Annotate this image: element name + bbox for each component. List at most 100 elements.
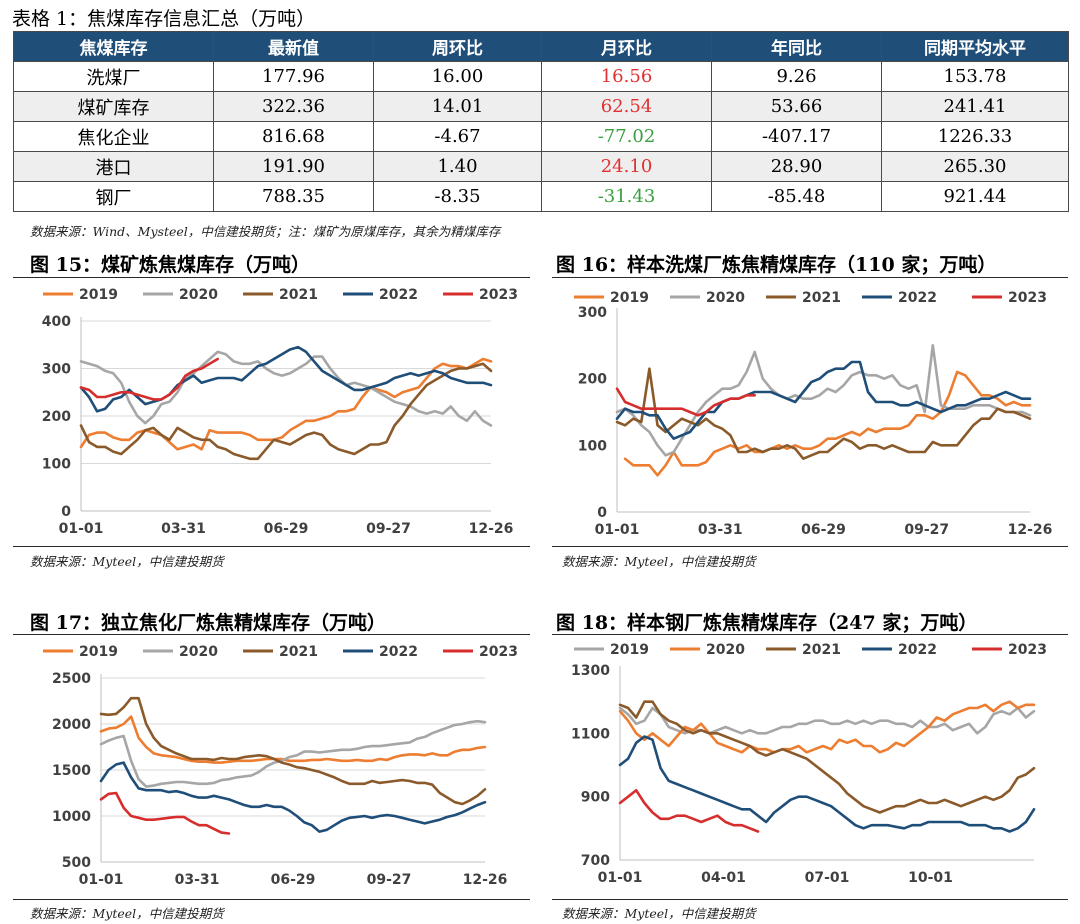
x-tick-label: 01-01 [79,872,124,888]
row-name: 焦化企业 [13,121,214,152]
latest-value: 816.68 [213,121,374,152]
table-row: 港口 191.90 1.40 24.10 28.90 265.30 [13,151,1069,182]
y-tick-label: 200 [578,372,607,388]
y-tick-label: 0 [61,504,71,520]
series-line-2021 [79,362,493,461]
avg-value: 153.78 [881,61,1069,92]
coal-inventory-table: 焦煤库存 最新值 周环比 月环比 年同比 同期平均水平 洗煤厂 177.96 1… [13,31,1069,212]
header-cell: 最新值 [213,31,374,62]
y-tick-label: 200 [42,409,71,425]
series-line-2023 [615,387,756,417]
series-line-2020 [618,700,1036,754]
series-line-2021 [618,700,1036,814]
legend-label: 2021 [279,644,318,660]
legend-label: 2021 [802,290,841,306]
header-cell: 月环比 [541,31,712,62]
table-caption: 表格 1：焦煤库存信息汇总（万吨） [12,8,316,30]
chart-17-title: 图 17：独立焦化厂炼焦精煤库存（万吨） [30,612,387,634]
y-tick-label: 100 [42,457,71,473]
x-tick-label: 09-27 [904,522,949,538]
series-line-2020 [79,350,493,427]
avg-value: 1226.33 [881,121,1069,152]
legend-label: 2022 [379,644,418,660]
y-tick-label: 1100 [571,726,610,742]
avg-value: 265.30 [881,151,1069,182]
series-line-2022 [99,761,487,833]
x-tick-label: 01-01 [59,521,104,537]
y-tick-label: 900 [581,790,610,806]
y-tick-label: 300 [578,305,607,321]
chart-16-source: 数据来源：Myteel，中信建投期货 [562,554,756,569]
y-tick-label: 400 [42,314,71,330]
yoy-value: 53.66 [711,91,882,122]
x-tick-label: 09-27 [366,521,411,537]
x-tick-label: 03-31 [698,522,743,538]
legend-label: 2019 [610,290,649,306]
x-tick-label: 06-29 [271,872,316,888]
header-cell: 周环比 [373,31,542,62]
wow-value: 14.01 [373,91,542,122]
chart-15-source: 数据来源：Myteel，中信建投期货 [30,554,224,569]
series-line-2019 [623,370,1032,477]
legend-label: 2020 [706,642,745,658]
x-tick-label: 03-31 [175,872,220,888]
x-tick-label: 04-01 [701,870,746,886]
chart-17-bottom-rule [13,899,530,900]
wow-value: -8.35 [373,181,542,212]
series-line-2021 [99,696,487,806]
legend-label: 2022 [898,642,937,658]
yoy-value: 28.90 [711,151,882,182]
table-row: 洗煤厂 177.96 16.00 16.56 9.26 153.78 [13,61,1069,92]
mom-value: -31.43 [541,181,712,212]
mom-value: 62.54 [541,91,712,122]
series-line-2019 [99,715,487,764]
y-tick-label: 1500 [52,763,91,779]
latest-value: 177.96 [213,61,374,92]
mom-value: 16.56 [541,61,712,92]
x-tick-label: 06-29 [264,521,309,537]
x-tick-label: 01-01 [598,870,643,886]
y-tick-label: 0 [597,505,607,521]
legend-label: 2023 [479,644,518,660]
chart-17-source: 数据来源：Myteel，中信建投期货 [30,906,224,921]
row-name: 钢厂 [13,181,214,212]
series-line-2022 [79,345,493,413]
chart-16: 0 100 200 300 01-01 03-31 06-29 09-27 12-26 2019 2… [574,290,1052,538]
y-tick-label: 300 [42,362,71,378]
chart-16-bottom-rule [552,546,1068,547]
legend-label: 2022 [379,287,418,303]
chart-17: 500 1000 1500 2000 2500 01-01 03-31 06-29 09-27 1… [43,644,518,888]
table-header-row: 焦煤库存 最新值 周环比 月环比 年同比 同期平均水平 [13,31,1069,62]
y-tick-label: 700 [581,853,610,869]
mom-value: -77.02 [541,121,712,152]
x-tick-label: 10-01 [908,870,953,886]
latest-value: 788.35 [213,181,374,212]
y-tick-label: 2000 [52,717,91,733]
row-name: 港口 [13,151,214,182]
wow-value: 1.40 [373,151,542,182]
y-tick-label: 2500 [52,671,91,687]
legend-label: 2019 [79,287,118,303]
mom-value: 24.10 [541,151,712,182]
chart-18-top-rule [552,634,1068,635]
legend-label: 2023 [1008,642,1047,658]
chart-18-bottom-rule [552,899,1068,900]
legend-label: 2022 [898,290,937,306]
series-line-2020 [99,719,487,788]
x-tick-label: 12-26 [469,521,514,537]
legend-label: 2019 [610,642,649,658]
chart-15-title: 图 15：煤矿炼焦煤库存（万吨） [30,254,311,276]
series-line-2023 [618,789,760,833]
series-line-2019 [79,357,493,451]
chart-18: 700 900 1100 1300 01-01 04-01 07-01 10-01 2019 20… [571,642,1047,886]
legend-label: 2019 [79,644,118,660]
legend-label: 2023 [1008,290,1047,306]
table-row: 焦化企业 816.68 -4.67 -77.02 -407.17 1226.33 [13,121,1069,152]
row-name: 洗煤厂 [13,61,214,92]
yoy-value: -407.17 [711,121,882,152]
legend-label: 2020 [179,287,218,303]
x-tick-label: 09-27 [367,872,412,888]
latest-value: 191.90 [213,151,374,182]
legend-label: 2021 [279,287,318,303]
yoy-value: 9.26 [711,61,882,92]
